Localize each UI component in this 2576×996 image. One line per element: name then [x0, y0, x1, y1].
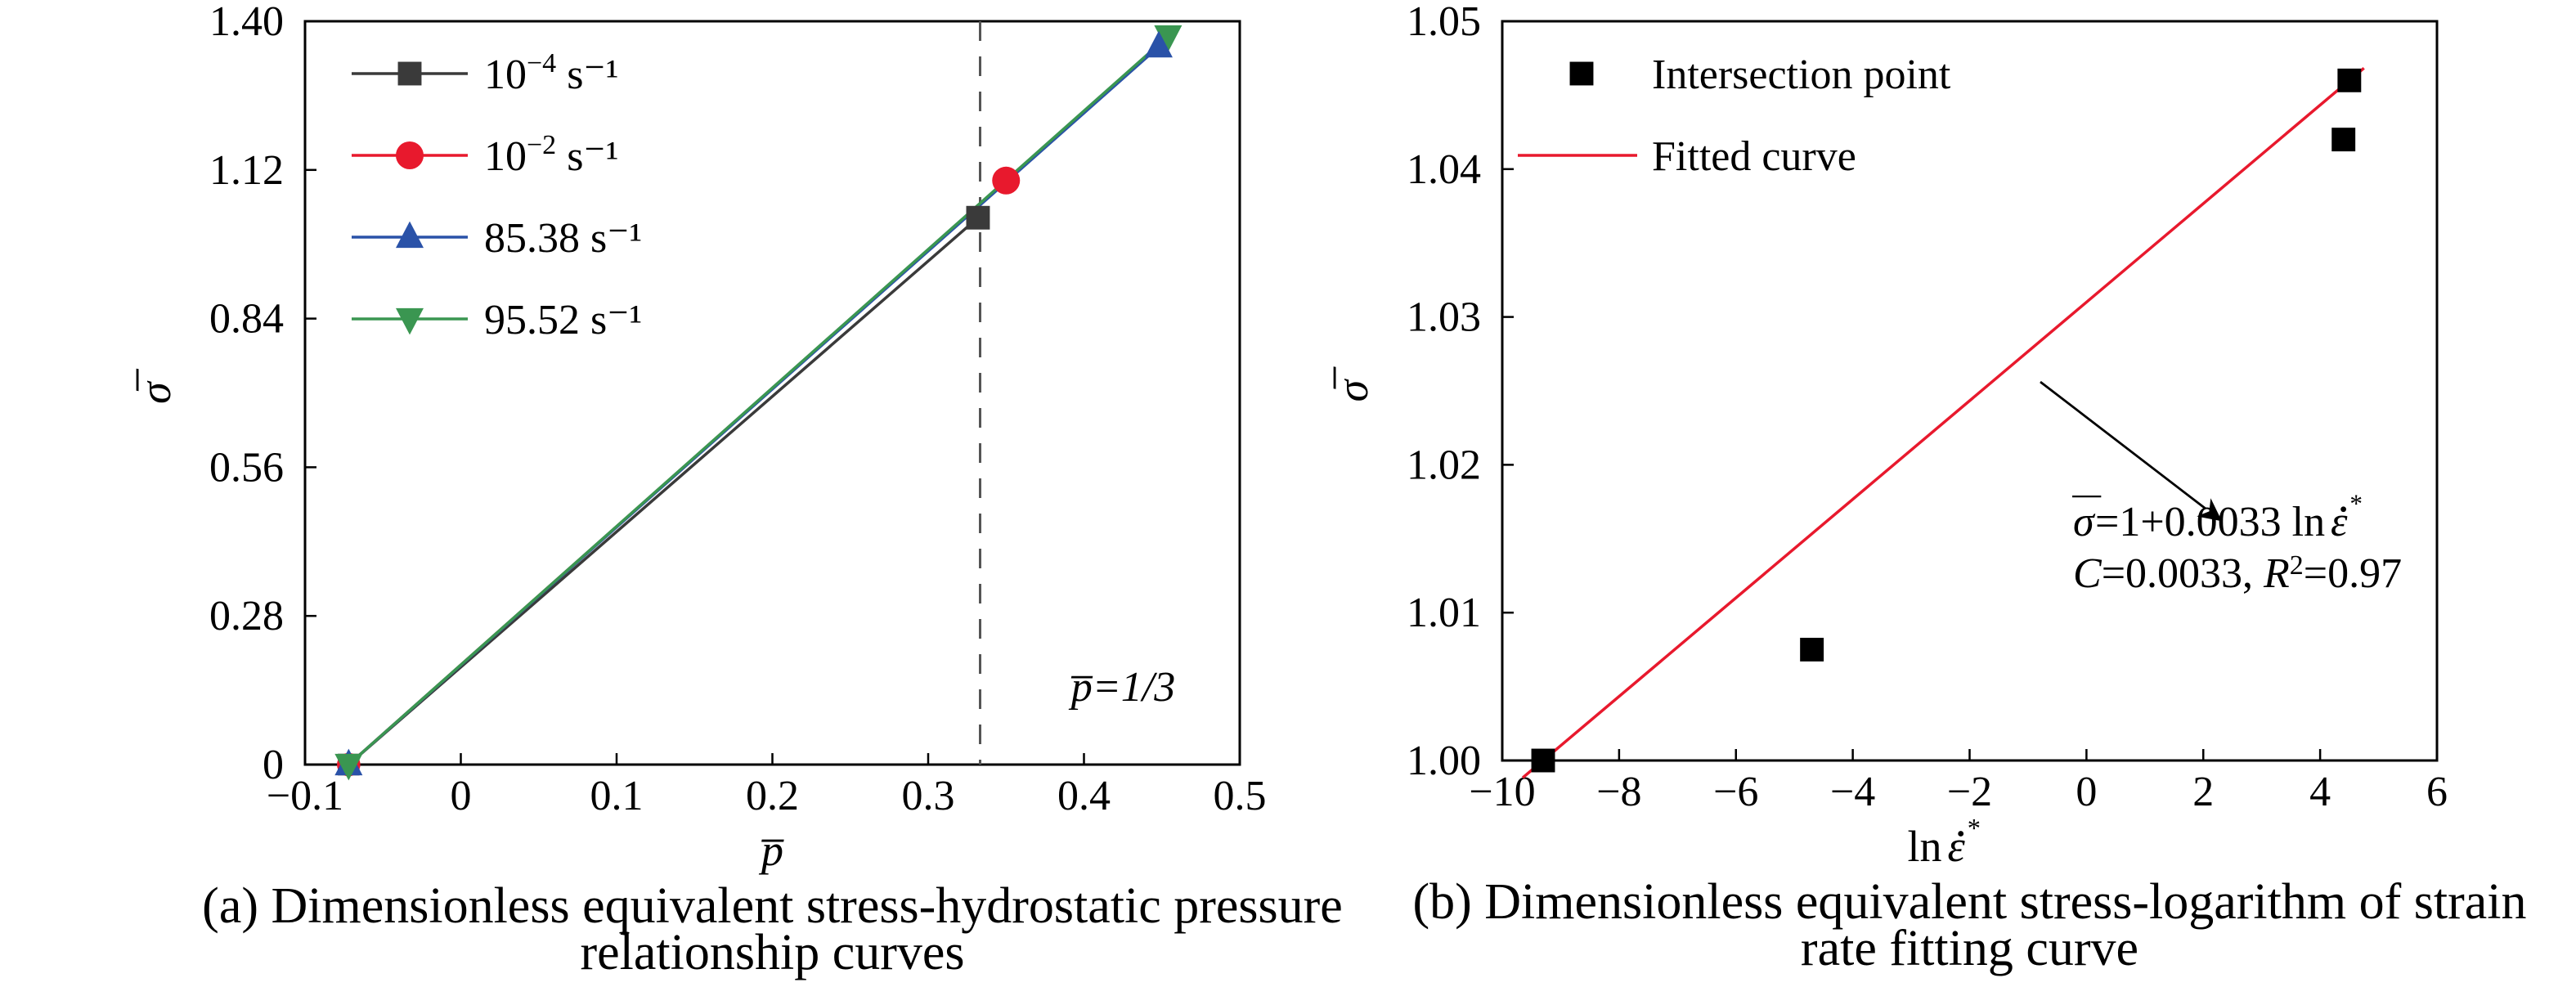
- svg-text:0.1: 0.1: [590, 773, 644, 819]
- svg-text:=1+0.0033 ln: =1+0.0033 ln: [2095, 499, 2325, 545]
- svg-text:C=0.0033, R2=0.97: C=0.0033, R2=0.97: [2073, 550, 2402, 597]
- svg-text:0.84: 0.84: [209, 296, 284, 343]
- svg-text:95.52 s⁻¹: 95.52 s⁻¹: [484, 297, 642, 343]
- svg-text:0.3: 0.3: [902, 773, 955, 819]
- svg-text:−8: −8: [1596, 769, 1641, 815]
- svg-text:4: 4: [2309, 769, 2331, 815]
- svg-text:1.03: 1.03: [1407, 294, 1481, 341]
- svg-text:ε: ε: [2331, 499, 2348, 545]
- svg-text:85.38 s⁻¹: 85.38 s⁻¹: [484, 215, 642, 262]
- svg-text:1.01: 1.01: [1407, 590, 1481, 636]
- svg-text:p̅=1/3: p̅=1/3: [1068, 664, 1176, 711]
- svg-text:ε: ε: [1948, 822, 1966, 871]
- svg-text:0: 0: [451, 773, 472, 819]
- svg-text:σ: σ: [2073, 499, 2096, 545]
- svg-text:rate fitting curve: rate fitting curve: [1801, 921, 2138, 976]
- svg-text:−2: −2: [1947, 769, 1992, 815]
- svg-text:0.28: 0.28: [209, 593, 284, 639]
- svg-text:ln: ln: [1907, 822, 1941, 871]
- svg-text:0: 0: [2076, 769, 2097, 815]
- svg-text:0.56: 0.56: [209, 444, 284, 491]
- svg-text:relationship curves: relationship curves: [580, 925, 964, 980]
- svg-text:−4: −4: [1830, 769, 1875, 815]
- svg-text:Intersection point: Intersection point: [1652, 52, 1951, 98]
- svg-text:0: 0: [263, 742, 284, 788]
- svg-text:1.04: 1.04: [1407, 146, 1481, 193]
- svg-text:2: 2: [2192, 769, 2214, 815]
- svg-text:0.4: 0.4: [1057, 773, 1111, 819]
- svg-text:p̅: p̅: [758, 826, 784, 875]
- svg-text:0.2: 0.2: [746, 773, 799, 819]
- svg-text:1.12: 1.12: [209, 147, 284, 194]
- svg-text:6: 6: [2426, 769, 2448, 815]
- svg-text:−6: −6: [1713, 769, 1758, 815]
- svg-text:1.40: 1.40: [209, 0, 284, 45]
- svg-text:*: *: [1968, 814, 1981, 843]
- svg-text:*: *: [2349, 489, 2363, 518]
- svg-text:Fitted curve: Fitted curve: [1652, 133, 1856, 180]
- svg-text:1.05: 1.05: [1407, 0, 1481, 45]
- svg-text:0.5: 0.5: [1214, 773, 1267, 819]
- svg-text:1.00: 1.00: [1407, 738, 1481, 784]
- svg-text:1.02: 1.02: [1407, 442, 1481, 488]
